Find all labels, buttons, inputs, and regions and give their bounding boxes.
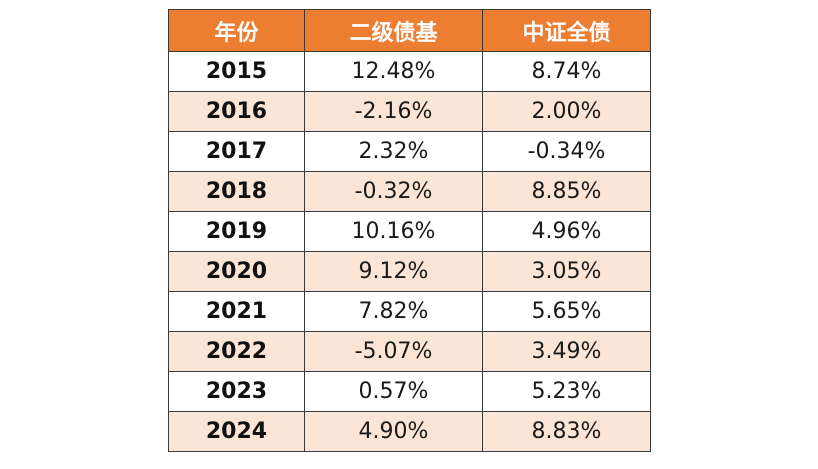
table-row: 2024 4.90% 8.83%	[168, 411, 651, 452]
returns-table-container: 年份 二级债基 中证全债 2015 12.48% 8.74% 2016 -2.16% 2.…	[168, 9, 651, 452]
secondary-bond-fund-cell: 0.57%	[304, 371, 483, 412]
secondary-bond-fund-cell: 10.16%	[304, 211, 483, 252]
year-cell: 2019	[168, 211, 305, 252]
secondary-bond-fund-cell: 9.12%	[304, 251, 483, 292]
csi-aggregate-bond-cell: 3.05%	[482, 251, 651, 292]
column-header-secondary-bond-fund: 二级债基	[304, 9, 483, 52]
returns-table: 年份 二级债基 中证全债 2015 12.48% 8.74% 2016 -2.16% 2.…	[168, 9, 651, 452]
table-row: 2022 -5.07% 3.49%	[168, 331, 651, 372]
secondary-bond-fund-cell: -0.32%	[304, 171, 483, 212]
secondary-bond-fund-cell: 4.90%	[304, 411, 483, 452]
secondary-bond-fund-cell: -2.16%	[304, 91, 483, 132]
table-row: 2019 10.16% 4.96%	[168, 211, 651, 252]
table-header-row: 年份 二级债基 中证全债	[168, 9, 651, 52]
year-cell: 2018	[168, 171, 305, 212]
csi-aggregate-bond-cell: -0.34%	[482, 131, 651, 172]
table-row: 2016 -2.16% 2.00%	[168, 91, 651, 132]
year-cell: 2024	[168, 411, 305, 452]
csi-aggregate-bond-cell: 8.83%	[482, 411, 651, 452]
table-row: 2020 9.12% 3.05%	[168, 251, 651, 292]
secondary-bond-fund-cell: -5.07%	[304, 331, 483, 372]
year-cell: 2021	[168, 291, 305, 332]
year-cell: 2023	[168, 371, 305, 412]
year-cell: 2015	[168, 51, 305, 92]
table-row: 2018 -0.32% 8.85%	[168, 171, 651, 212]
column-header-year: 年份	[168, 9, 305, 52]
csi-aggregate-bond-cell: 8.74%	[482, 51, 651, 92]
secondary-bond-fund-cell: 2.32%	[304, 131, 483, 172]
table-row: 2023 0.57% 5.23%	[168, 371, 651, 412]
csi-aggregate-bond-cell: 3.49%	[482, 331, 651, 372]
secondary-bond-fund-cell: 7.82%	[304, 291, 483, 332]
csi-aggregate-bond-cell: 8.85%	[482, 171, 651, 212]
year-cell: 2020	[168, 251, 305, 292]
year-cell: 2022	[168, 331, 305, 372]
csi-aggregate-bond-cell: 2.00%	[482, 91, 651, 132]
table-row: 2015 12.48% 8.74%	[168, 51, 651, 92]
table-row: 2017 2.32% -0.34%	[168, 131, 651, 172]
table-body: 2015 12.48% 8.74% 2016 -2.16% 2.00% 2017 2.32% -…	[168, 51, 651, 452]
secondary-bond-fund-cell: 12.48%	[304, 51, 483, 92]
year-cell: 2016	[168, 91, 305, 132]
csi-aggregate-bond-cell: 5.23%	[482, 371, 651, 412]
csi-aggregate-bond-cell: 5.65%	[482, 291, 651, 332]
year-cell: 2017	[168, 131, 305, 172]
csi-aggregate-bond-cell: 4.96%	[482, 211, 651, 252]
column-header-csi-aggregate-bond: 中证全债	[482, 9, 651, 52]
table-row: 2021 7.82% 5.65%	[168, 291, 651, 332]
